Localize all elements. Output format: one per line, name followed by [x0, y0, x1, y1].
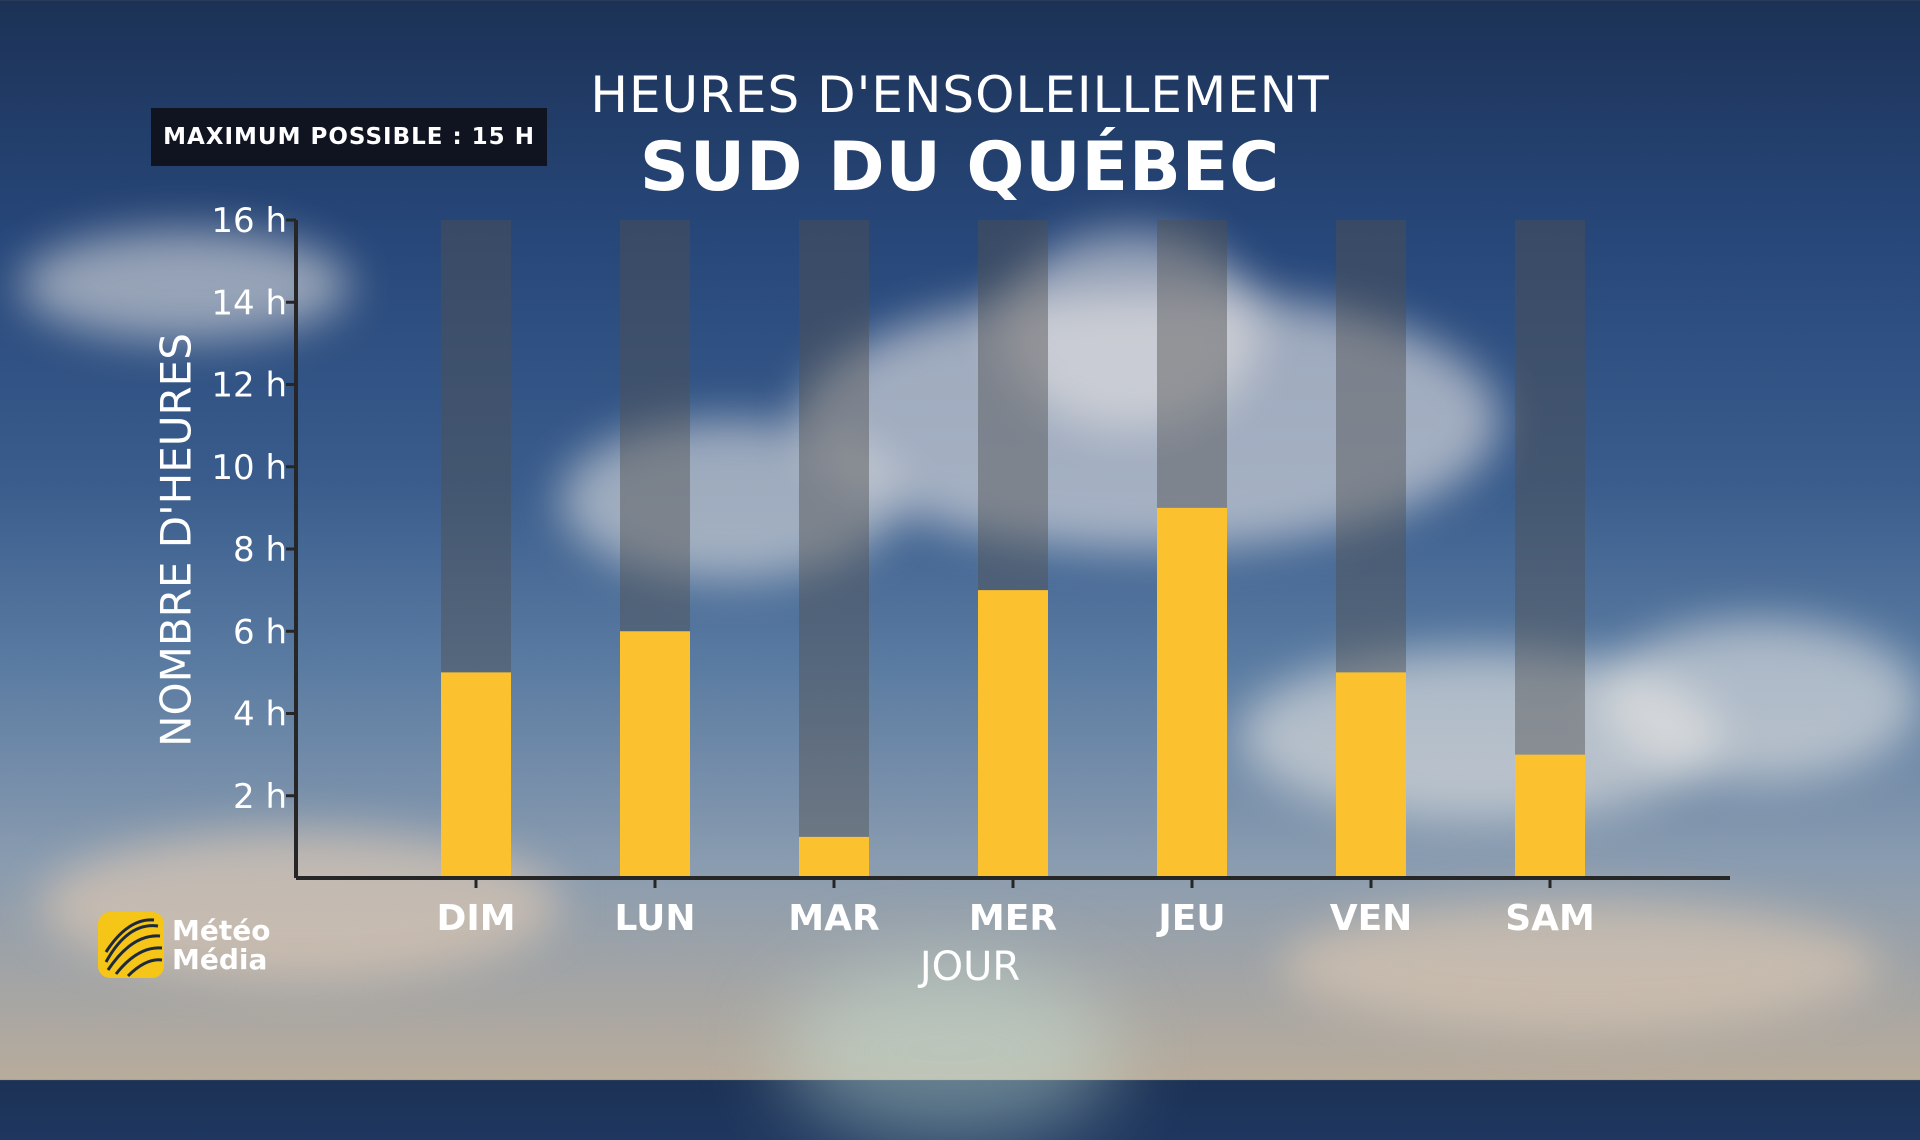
- y-tick-label: 12 h: [211, 366, 287, 406]
- y-tick-label: 2 h: [233, 777, 287, 817]
- sunshine-bar-chart: DIM LUN MAR MER JEU VEN SAM 2 h 4 h 6 h 8 h 10 h 12 …: [211, 201, 1730, 939]
- max-possible-badge: MAXIMUM POSSIBLE : 15 H: [151, 108, 547, 166]
- x-tick-label: MER: [969, 898, 1057, 939]
- x-axis-label: JOUR: [919, 944, 1021, 990]
- y-tick-label: 10 h: [211, 448, 287, 488]
- chart-title: HEURES D'ENSOLEILLEMENT: [590, 66, 1330, 124]
- chart-subtitle: SUD DU QUÉBEC: [639, 128, 1281, 207]
- bar: [1157, 507, 1227, 878]
- x-tick-label: LUN: [614, 898, 695, 939]
- y-tick-label: 14 h: [211, 283, 287, 323]
- x-tick-label: SAM: [1505, 898, 1595, 939]
- x-tick-label: DIM: [436, 898, 515, 939]
- y-tick-label: 4 h: [233, 695, 287, 735]
- meteomedia-globe-icon: [98, 912, 164, 978]
- bar: [620, 631, 690, 878]
- y-tick-label: 6 h: [233, 612, 287, 652]
- bar-track: [799, 220, 869, 878]
- meteomedia-logo: Météo Média: [98, 910, 278, 980]
- bar: [1515, 754, 1585, 878]
- y-tick-label: 8 h: [233, 530, 287, 570]
- bar: [441, 672, 511, 878]
- logo-text-line2: Média: [172, 943, 268, 976]
- x-tick-label: VEN: [1330, 898, 1413, 939]
- bar: [1336, 672, 1406, 878]
- y-tick-label: 16 h: [211, 201, 287, 241]
- bar: [978, 590, 1048, 878]
- bar: [799, 836, 869, 878]
- logo-text-line1: Météo: [172, 914, 271, 947]
- x-tick-label: MAR: [788, 898, 879, 939]
- x-tick-label: JEU: [1155, 898, 1225, 939]
